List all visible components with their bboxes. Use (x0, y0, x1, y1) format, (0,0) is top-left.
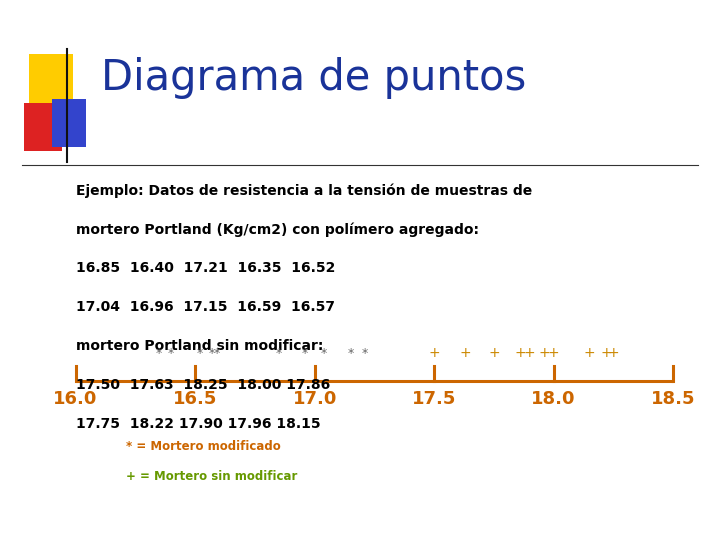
Text: *: * (156, 347, 163, 360)
Text: + = Mortero sin modificar: + = Mortero sin modificar (126, 470, 297, 483)
Text: +: + (600, 346, 612, 360)
Text: 17.5: 17.5 (412, 390, 456, 408)
Text: 17.0: 17.0 (292, 390, 337, 408)
Text: 16.85  16.40  17.21  16.35  16.52: 16.85 16.40 17.21 16.35 16.52 (76, 261, 335, 275)
Text: 16.5: 16.5 (173, 390, 217, 408)
Text: +: + (524, 346, 536, 360)
Text: 17.50  17.63  18.25  18.00 17.86: 17.50 17.63 18.25 18.00 17.86 (76, 378, 330, 392)
Text: +: + (539, 346, 550, 360)
Text: Ejemplo: Datos de resistencia a la tensión de muestras de: Ejemplo: Datos de resistencia a la tensi… (76, 184, 532, 198)
FancyBboxPatch shape (29, 54, 73, 111)
Text: 18.5: 18.5 (651, 390, 696, 408)
Text: 16.0: 16.0 (53, 390, 98, 408)
Text: *: * (168, 347, 174, 360)
Text: 17.75  18.22 17.90 17.96 18.15: 17.75 18.22 17.90 17.96 18.15 (76, 417, 320, 431)
Text: +: + (488, 346, 500, 360)
FancyBboxPatch shape (24, 103, 62, 151)
Text: mortero Portland sin modificar:: mortero Portland sin modificar: (76, 339, 323, 353)
Text: *: * (361, 347, 368, 360)
Text: 17.04  16.96  17.15  16.59  16.57: 17.04 16.96 17.15 16.59 16.57 (76, 300, 335, 314)
Text: +: + (514, 346, 526, 360)
FancyBboxPatch shape (52, 99, 86, 147)
Text: +: + (608, 346, 619, 360)
Text: 18.0: 18.0 (531, 390, 576, 408)
Text: *: * (302, 347, 308, 360)
Text: +: + (459, 346, 471, 360)
Text: *: * (214, 347, 220, 360)
Text: mortero Portland (Kg/cm2) con polímero agregado:: mortero Portland (Kg/cm2) con polímero a… (76, 222, 479, 237)
Text: +: + (584, 346, 595, 360)
Text: *: * (347, 347, 354, 360)
Text: *: * (209, 347, 215, 360)
Text: +: + (548, 346, 559, 360)
Text: * = Mortero modificado: * = Mortero modificado (126, 440, 281, 453)
Text: *: * (276, 347, 282, 360)
Text: *: * (321, 347, 328, 360)
Text: +: + (428, 346, 440, 360)
Text: *: * (197, 347, 203, 360)
Text: Diagrama de puntos: Diagrama de puntos (101, 57, 526, 99)
